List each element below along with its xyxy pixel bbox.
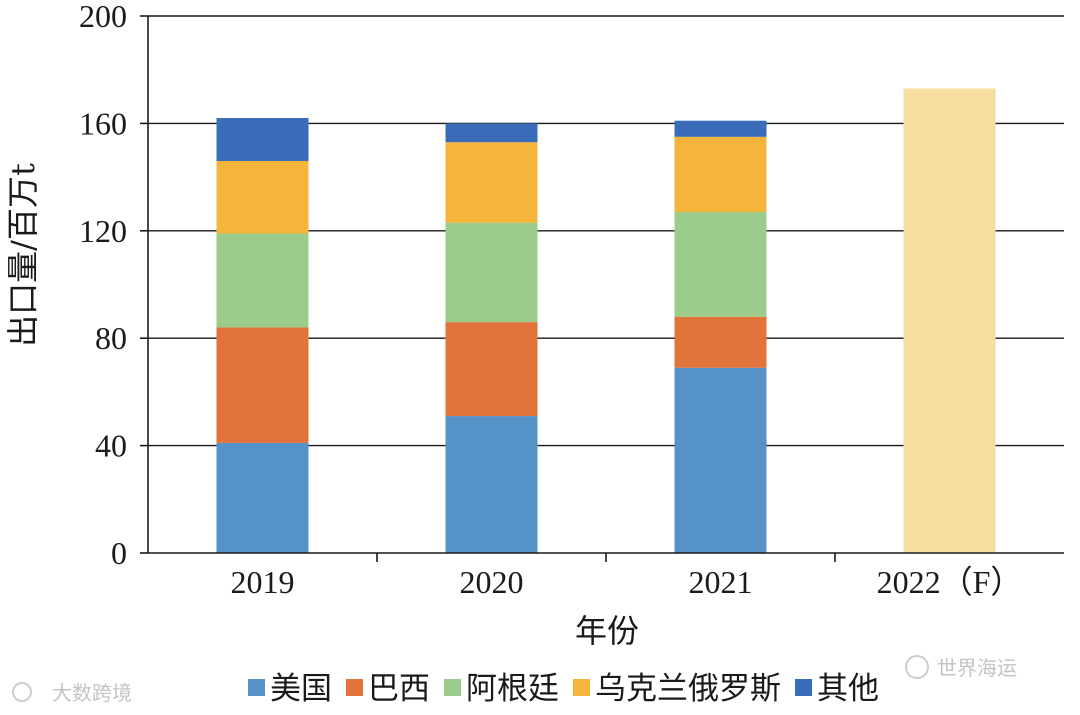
bar-segment: [445, 322, 538, 417]
legend-label: 美国: [270, 671, 332, 707]
bar-segment: [216, 160, 309, 234]
legend-label: 乌克兰俄罗斯: [595, 671, 781, 707]
y-tick-label: 200: [79, 0, 127, 34]
y-tick-label: 0: [111, 535, 127, 571]
bar-segment: [445, 142, 538, 223]
legend-label: 其他: [817, 671, 879, 707]
legend-label: 阿根廷: [466, 671, 559, 707]
x-tick-label: 2022（F）: [877, 564, 1023, 600]
y-tick-labels: 0 40 80 120 160 200: [79, 0, 127, 571]
bar-segment: [674, 136, 767, 213]
watermark-right-text: 世界海运: [937, 656, 1017, 680]
bar-segment: [445, 222, 538, 323]
watermark-left-icon: [12, 682, 32, 702]
bar-segment: [216, 233, 309, 328]
legend-swatch: [444, 679, 461, 696]
bar-segment: [674, 367, 767, 553]
legend-swatch: [248, 679, 265, 696]
watermark-right: 世界海运: [905, 655, 1017, 680]
legend: 美国 巴西 阿根廷 乌克兰俄罗斯 其他: [248, 671, 879, 707]
y-axis-title: 出口量/百万t: [4, 163, 42, 347]
legend-swatch: [795, 679, 812, 696]
legend-swatch: [573, 679, 590, 696]
x-tick-label: 2019: [231, 564, 295, 600]
bar-segment: [216, 442, 309, 553]
axes: [140, 15, 1064, 562]
bar-segment: [674, 212, 767, 317]
bar-segment: [674, 120, 767, 137]
watermark-left: 大数跨境: [12, 681, 132, 705]
y-tick-label: 160: [79, 105, 127, 141]
y-tick-label: 80: [95, 320, 127, 356]
legend-swatch: [346, 679, 363, 696]
x-tick-label: 2020: [460, 564, 524, 600]
watermark-left-text: 大数跨境: [52, 681, 132, 705]
bar-forecast: [903, 88, 996, 554]
x-tick-labels: 2019 2020 2021 2022（F）: [231, 564, 1023, 600]
y-tick-label: 40: [95, 428, 127, 464]
x-tick-label: 2021: [689, 564, 753, 600]
bar-segment: [674, 316, 767, 368]
bars: [216, 88, 996, 554]
bar-segment: [445, 416, 538, 553]
watermark-right-icon: [905, 655, 929, 679]
y-tick-label: 120: [79, 213, 127, 249]
x-axis-title: 年份: [575, 612, 639, 650]
bar-segment: [445, 123, 538, 143]
bar-segment: [216, 327, 309, 443]
legend-label: 巴西: [368, 671, 430, 707]
bar-segment: [216, 118, 309, 161]
